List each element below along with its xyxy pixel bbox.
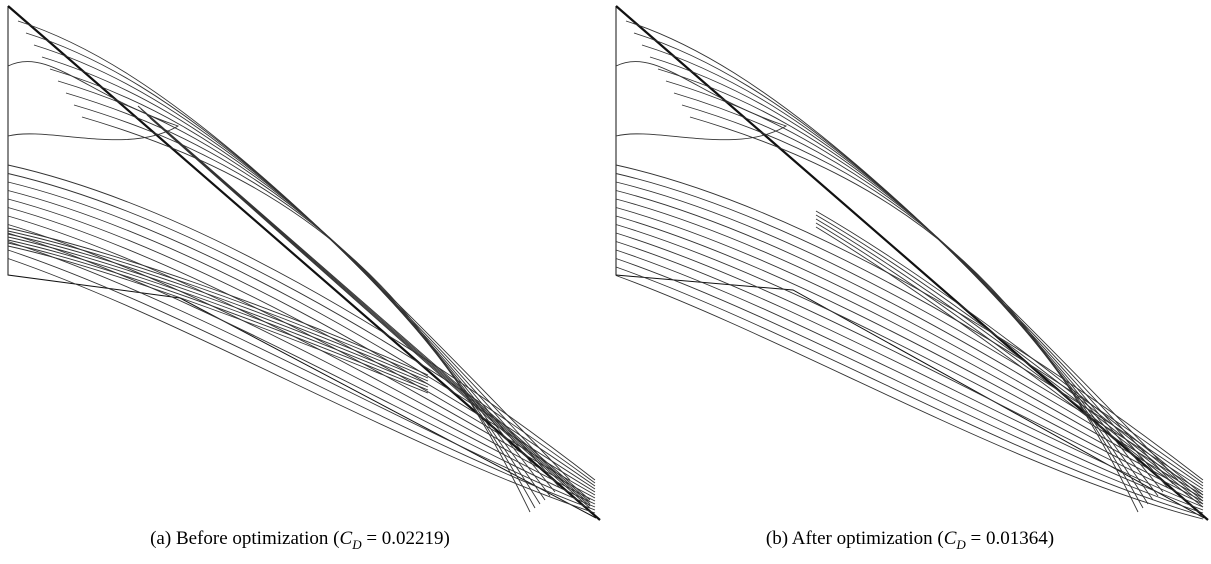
contour <box>7 164 596 481</box>
leading-edge <box>615 5 1209 521</box>
contour <box>615 61 788 141</box>
contour <box>625 20 1179 481</box>
subscript: D <box>352 536 362 552</box>
contour <box>689 116 1139 513</box>
contour <box>615 207 1204 496</box>
contour <box>615 181 1204 487</box>
contour <box>57 80 546 501</box>
contour <box>615 232 1204 505</box>
shock-contour <box>7 242 429 391</box>
contour <box>7 198 596 493</box>
shock-contour <box>7 239 429 388</box>
shock-contour <box>149 117 591 509</box>
caption-text: (a) Before optimization ( <box>150 528 340 549</box>
symbol: C <box>339 528 353 549</box>
contour <box>615 198 1204 493</box>
contour <box>815 210 1204 496</box>
caption-text: = 0.01364) <box>965 528 1055 549</box>
leading-edge <box>7 5 601 521</box>
caption-text: (b) After optimization ( <box>765 528 944 549</box>
shock-contour <box>143 111 591 505</box>
caption-a: (a) Before optimization (CD = 0.02219) <box>150 528 450 553</box>
contour <box>615 164 1204 481</box>
contour <box>73 104 536 509</box>
shock-contour <box>146 114 591 507</box>
contour <box>7 61 180 141</box>
shock-contour <box>7 245 429 394</box>
shock-contour <box>7 230 429 379</box>
contour <box>615 215 1204 499</box>
contour <box>615 275 1204 520</box>
outline <box>7 6 597 519</box>
contour <box>615 224 1204 502</box>
contour <box>49 68 551 497</box>
shock-contour <box>7 236 429 385</box>
contour <box>665 80 1154 501</box>
shock-contour <box>7 233 429 382</box>
contour <box>615 173 1204 484</box>
caption-b: (b) After optimization (CD = 0.01364) <box>766 528 1054 553</box>
contour <box>815 218 1204 502</box>
contour <box>65 92 541 505</box>
shock-contour <box>137 105 591 501</box>
contour-plots <box>7 5 1209 521</box>
contour <box>615 266 1204 517</box>
shock-contour <box>7 227 429 376</box>
subscript: D <box>956 536 966 552</box>
contour <box>17 20 571 481</box>
contour <box>25 32 566 485</box>
contour <box>815 222 1204 505</box>
contour <box>33 44 561 489</box>
contour <box>815 214 1204 499</box>
caption-text: = 0.02219) <box>361 528 450 549</box>
contour <box>7 215 596 499</box>
contour <box>615 258 1204 514</box>
shock-contour <box>140 108 591 503</box>
contour <box>81 116 531 513</box>
contour <box>815 226 1204 508</box>
symbol: C <box>943 528 957 549</box>
contour <box>615 190 1204 490</box>
contour <box>7 173 596 484</box>
contour <box>615 249 1204 511</box>
contour <box>7 249 596 511</box>
contour <box>681 104 1144 509</box>
contour <box>673 92 1149 505</box>
contour <box>7 258 596 514</box>
contour <box>7 181 596 487</box>
